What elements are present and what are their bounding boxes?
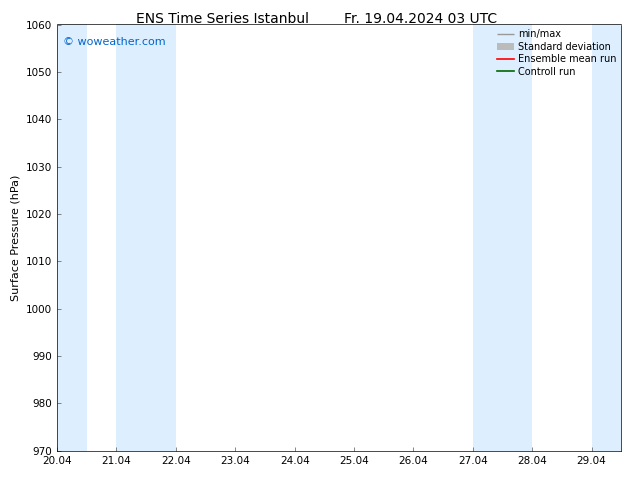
Bar bbox=[473, 24, 532, 451]
Y-axis label: Surface Pressure (hPa): Surface Pressure (hPa) bbox=[10, 174, 20, 301]
Text: © woweather.com: © woweather.com bbox=[63, 37, 165, 48]
Bar bbox=[117, 24, 176, 451]
Legend: min/max, Standard deviation, Ensemble mean run, Controll run: min/max, Standard deviation, Ensemble me… bbox=[494, 26, 619, 79]
Bar bbox=[57, 24, 87, 451]
Bar bbox=[592, 24, 621, 451]
Text: ENS Time Series Istanbul        Fr. 19.04.2024 03 UTC: ENS Time Series Istanbul Fr. 19.04.2024 … bbox=[136, 12, 498, 26]
